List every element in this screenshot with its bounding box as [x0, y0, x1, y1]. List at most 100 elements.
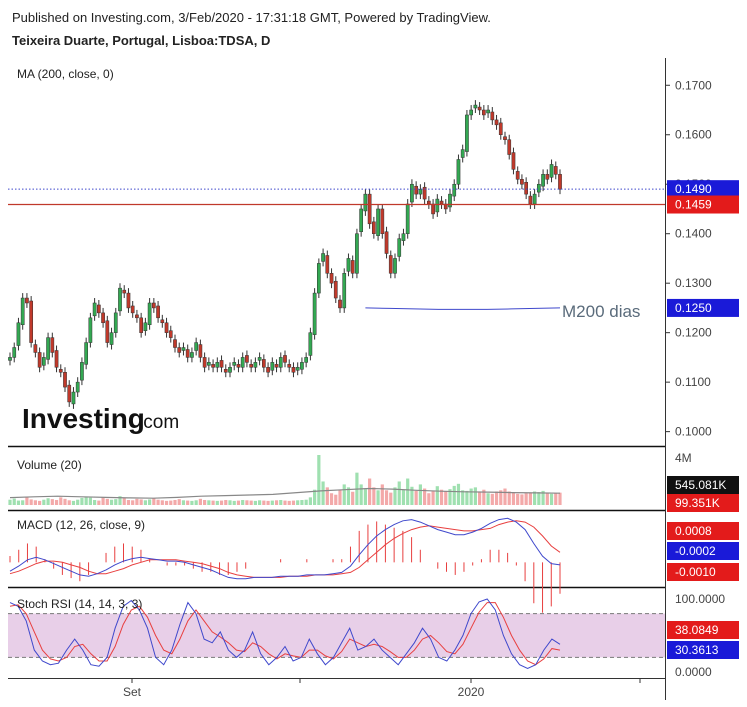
- price-tick-label: 0.1100: [675, 375, 711, 389]
- volume-bar: [465, 490, 469, 505]
- price-candle: [156, 305, 160, 319]
- volume-bar: [520, 494, 524, 505]
- stoch-rsi-indicator-label: Stoch RSI (14, 14, 3, 3): [17, 597, 142, 611]
- price-candle: [452, 183, 457, 197]
- price-candle: [287, 364, 292, 368]
- price-candle: [278, 357, 283, 368]
- volume-ma-tag-bg: [667, 494, 739, 512]
- price-candle: [46, 337, 50, 360]
- volume-ma-tag: 99.351K: [675, 496, 720, 510]
- price-candle: [151, 302, 156, 309]
- macd-line: [9, 517, 561, 580]
- price-candle: [304, 357, 309, 363]
- price-tick-label: 0.1700: [675, 78, 712, 92]
- volume-bar: [448, 489, 452, 505]
- price-candle: [359, 208, 364, 232]
- volume-bar: [59, 497, 63, 505]
- price-candle: [528, 195, 533, 205]
- price-candle: [12, 347, 17, 358]
- volume-bar: [12, 498, 16, 505]
- volume-bar: [46, 498, 50, 505]
- macd-value-tag-1: 0.0008: [675, 524, 712, 538]
- volume-bar: [241, 500, 245, 505]
- volume-bar: [245, 500, 249, 505]
- volume-bar: [393, 487, 397, 505]
- volume-bar: [148, 499, 152, 505]
- volume-ma-line: [9, 487, 561, 499]
- price-candle: [122, 289, 127, 294]
- stoch-rsi-band: [8, 613, 665, 658]
- price-candle: [130, 305, 135, 314]
- price-candle: [25, 297, 29, 304]
- price-candle: [524, 181, 529, 195]
- price-candle: [367, 193, 372, 225]
- volume-bar: [71, 500, 76, 505]
- investing-logo: Investing .com: [22, 403, 179, 434]
- volume-bar: [173, 500, 177, 505]
- price-candle: [300, 362, 304, 370]
- price-candle: [54, 350, 59, 368]
- volume-bar: [406, 478, 410, 505]
- price-candle: [206, 362, 211, 366]
- volume-bar: [93, 500, 97, 505]
- price-candle: [418, 188, 423, 195]
- volume-bar: [389, 492, 393, 505]
- volume-bar: [33, 500, 37, 505]
- volume-bar: [16, 500, 21, 505]
- price-candle: [202, 357, 207, 368]
- price-tick-label: 0.1300: [675, 276, 712, 290]
- price-candle: [33, 344, 38, 353]
- macd-value-tag-3: -0.0010: [675, 565, 716, 579]
- volume-bar: [482, 489, 486, 505]
- price-candle: [236, 364, 241, 368]
- price-candle: [553, 166, 558, 175]
- price-candle: [333, 280, 338, 299]
- volume-bar: [380, 484, 384, 505]
- volume-bar: [494, 491, 499, 505]
- macd-indicator-label: MACD (12, 26, close, 9): [17, 518, 145, 532]
- stoch-rsi-tick-label: 100.0000: [675, 592, 725, 606]
- price-candle: [515, 171, 520, 180]
- volume-bar: [300, 500, 304, 505]
- price-candle: [63, 372, 67, 388]
- volume-bar: [190, 500, 194, 505]
- volume-bar: [118, 496, 122, 505]
- volume-bar: [541, 490, 545, 505]
- volume-bar: [186, 500, 190, 505]
- volume-bar: [270, 500, 274, 505]
- price-candle: [173, 339, 177, 348]
- x-tick-label: 2020: [458, 685, 485, 699]
- volume-bar: [131, 500, 135, 505]
- price-candle: [50, 337, 55, 353]
- price-candle: [498, 122, 503, 135]
- volume-bar: [334, 494, 338, 505]
- price-candle: [355, 233, 359, 274]
- volume-bar: [431, 490, 435, 505]
- volume-bar: [410, 486, 414, 505]
- price-candle: [164, 322, 169, 333]
- volume-value-tag: 545.081K: [675, 478, 726, 492]
- volume-bar: [329, 493, 334, 505]
- volume-bar: [8, 499, 12, 505]
- volume-bar: [101, 497, 105, 505]
- price-candle: [388, 255, 393, 274]
- price-candle: [481, 109, 486, 116]
- published-header: Published on Investing.com, 3/Feb/2020 -…: [12, 10, 491, 25]
- price-candle: [75, 381, 80, 393]
- price-candle: [143, 322, 148, 331]
- volume-bar: [397, 481, 401, 505]
- volume-bar: [456, 483, 461, 505]
- price-candle: [393, 258, 397, 274]
- price-candle: [109, 332, 114, 345]
- price-candle: [211, 364, 215, 368]
- volume-bar: [558, 492, 562, 505]
- volume-bar: [160, 500, 164, 505]
- volume-bar: [253, 500, 257, 505]
- price-candle: [84, 342, 89, 365]
- price-candle: [503, 136, 507, 140]
- volume-bar: [452, 485, 456, 505]
- price-candle: [486, 109, 490, 114]
- price-candle: [80, 362, 84, 381]
- x-tick-label: Set: [123, 685, 142, 699]
